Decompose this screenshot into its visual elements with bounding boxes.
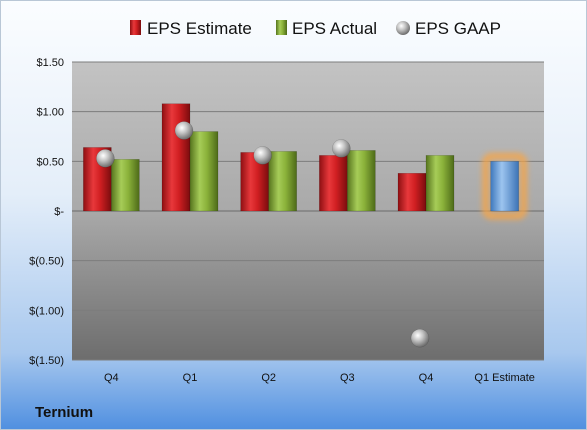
- legend-item-eps-gaap: EPS GAAP: [396, 19, 501, 38]
- bar-eps-actual-q1: [189, 131, 219, 212]
- x-axis: Q4 Q1 Q2 Q3 Q4 Q1 Estimate: [104, 372, 535, 384]
- legend-swatch-eps-gaap: [396, 21, 410, 35]
- legend-swatch-eps-estimate: [130, 20, 141, 35]
- marker-eps-gaap-q4: [96, 149, 115, 168]
- bar-eps-actual-q3: [347, 150, 376, 212]
- x-tick-label: Q2: [261, 372, 276, 384]
- y-axis: $1.50 $1.00 $0.50 $- $(0.50) $(1.00) $(1.50): [29, 57, 64, 367]
- x-tick-label: Q4: [104, 372, 119, 384]
- legend-swatch-eps-actual: [276, 20, 287, 35]
- legend: EPS Estimate EPS Actual EPS GAAP: [130, 19, 501, 38]
- y-tick-label: $1.50: [36, 57, 64, 69]
- legend-item-eps-estimate: EPS Estimate: [130, 19, 252, 38]
- x-tick-label: Q1 Estimate: [474, 372, 535, 384]
- bar-eps-estimate-q3: [319, 155, 348, 212]
- marker-eps-gaap-q2: [253, 146, 272, 165]
- x-tick-label: Q1: [183, 372, 198, 384]
- y-tick-label: $1.00: [36, 107, 64, 119]
- marker-eps-gaap-q1: [174, 121, 194, 140]
- bar-eps-estimate-q4: [397, 173, 427, 212]
- marker-eps-gaap-q3: [332, 139, 351, 158]
- y-tick-label: $0.50: [36, 156, 64, 168]
- legend-item-eps-actual: EPS Actual: [276, 19, 377, 38]
- gridlines: [72, 61, 544, 361]
- forecast-glow: [482, 152, 528, 220]
- x-tick-label: Q3: [340, 372, 355, 384]
- bar-eps-actual-q4: [425, 155, 455, 212]
- gaap-markers: [96, 121, 430, 348]
- bar-eps-estimate-q1: [161, 103, 191, 212]
- y-tick-label: $(1.00): [29, 305, 64, 317]
- bar-eps-actual-q4: [111, 159, 140, 212]
- company-label: Ternium: [35, 404, 93, 421]
- legend-label-eps-actual: EPS Actual: [292, 19, 377, 38]
- bar-eps-actual-q1-estimate: [490, 161, 519, 212]
- legend-label-eps-gaap: EPS GAAP: [415, 19, 501, 38]
- y-tick-label: $-: [54, 206, 64, 218]
- marker-eps-gaap-q4: [410, 328, 430, 348]
- x-tick-label: Q4: [419, 372, 434, 384]
- y-tick-label: $(1.50): [29, 355, 64, 367]
- legend-label-eps-estimate: EPS Estimate: [147, 19, 252, 38]
- y-tick-label: $(0.50): [29, 256, 64, 268]
- bar-eps-actual-q2: [268, 151, 297, 212]
